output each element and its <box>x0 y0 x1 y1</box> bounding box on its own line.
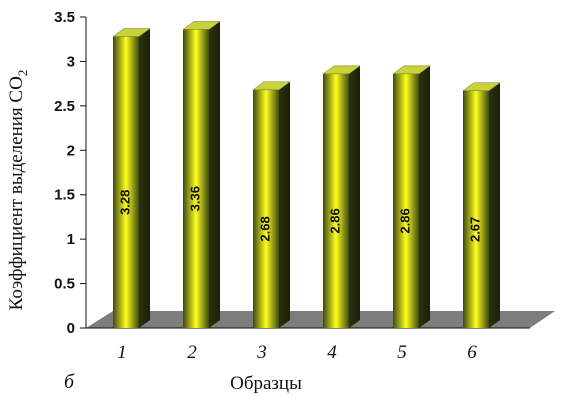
bar-side <box>139 28 150 328</box>
x-axis-label: Образцы <box>230 373 302 394</box>
panel-label: б <box>64 371 75 393</box>
x-category-label: 1 <box>117 342 127 363</box>
x-category-label: 2 <box>187 342 197 363</box>
bar-front <box>393 73 419 329</box>
x-category-label: 4 <box>327 342 337 363</box>
bar: 2.86 <box>392 65 431 329</box>
bar-data-label: 3.36 <box>187 186 202 211</box>
bar-front <box>323 73 349 329</box>
bar: 2.86 <box>322 65 361 329</box>
y-axis-label: Коэффициент выделения CO2 <box>6 70 30 311</box>
bar-front <box>463 90 489 328</box>
bar-side <box>489 82 500 328</box>
x-category-label: 5 <box>397 342 407 363</box>
bar-data-label: 3.28 <box>117 190 132 215</box>
bar-side <box>279 81 290 328</box>
bar-side <box>209 21 220 328</box>
bar-data-label: 2.86 <box>327 208 342 233</box>
bar: 2.67 <box>462 82 501 328</box>
bar-data-label: 2.68 <box>257 216 272 241</box>
bar-top <box>322 65 361 75</box>
bar-top <box>252 81 291 91</box>
bar-front <box>183 29 209 328</box>
bar: 2.68 <box>252 81 291 328</box>
y-tick-label: 2.5 <box>54 98 75 115</box>
x-categories: 1 2 3 4 5 6 <box>117 342 477 363</box>
y-ticks: 0 0.5 1 1.5 2 2.5 3 3.5 <box>54 9 86 337</box>
bars: 3.28 3.36 2.68 2.86 2.86 2.67 <box>112 21 501 329</box>
y-tick-label: 1.5 <box>54 187 75 204</box>
x-category-label: 3 <box>256 342 267 363</box>
bar-side <box>349 65 360 329</box>
y-tick-label: 0.5 <box>54 276 75 293</box>
y-tick-label: 0 <box>67 320 75 337</box>
bar-top <box>112 28 151 37</box>
x-category-label: 6 <box>467 342 477 363</box>
y-tick-label: 3 <box>67 53 75 70</box>
bar: 3.36 <box>182 21 221 328</box>
bar-top <box>182 21 221 30</box>
y-tick-label: 2 <box>67 142 75 159</box>
bar-data-label: 2.67 <box>467 217 482 242</box>
y-tick-label: 3.5 <box>54 9 75 26</box>
bar-front <box>253 89 279 328</box>
bar-top <box>392 65 431 75</box>
bar: 3.28 <box>112 28 151 328</box>
bar-data-label: 2.86 <box>397 208 412 233</box>
y-tick-label: 1 <box>67 231 75 248</box>
bar-side <box>419 65 430 329</box>
bar-front <box>113 36 139 328</box>
bar-top <box>462 82 501 92</box>
